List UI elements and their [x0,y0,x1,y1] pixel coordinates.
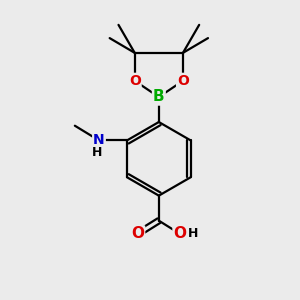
Text: B: B [153,89,165,104]
Text: O: O [173,226,187,242]
Text: N: N [93,134,105,147]
Text: H: H [188,227,199,240]
Text: O: O [177,74,189,88]
Text: O: O [131,226,144,242]
Text: O: O [129,74,141,88]
Text: H: H [92,146,103,159]
